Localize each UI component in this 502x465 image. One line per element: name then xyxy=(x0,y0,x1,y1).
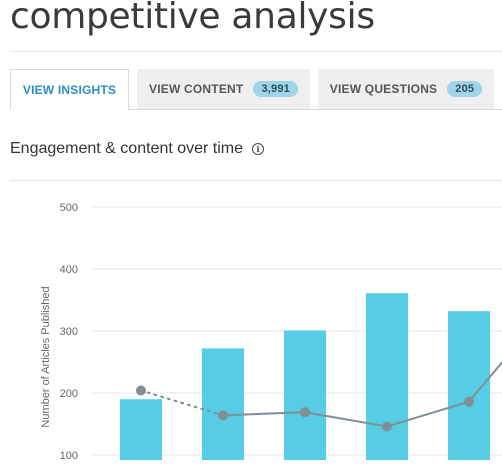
line-segment xyxy=(140,389,224,417)
y-tick-label: 100 xyxy=(60,450,78,460)
questions-count-badge: 205 xyxy=(447,81,483,97)
line-segment xyxy=(222,411,306,417)
tab-bar: VIEW INSIGHTS VIEW CONTENT 3,991 VIEW QU… xyxy=(10,69,502,110)
line-point xyxy=(218,410,228,421)
y-tick-label: 500 xyxy=(60,202,78,214)
tab-view-insights[interactable]: VIEW INSIGHTS xyxy=(10,69,129,110)
line-segment xyxy=(304,411,388,428)
engagement-chart: 100 200 300 400 500 Number of Articles Publis… xyxy=(0,182,502,462)
tab-view-questions-label: VIEW QUESTIONS xyxy=(329,82,438,96)
content-count-badge: 3,991 xyxy=(253,81,298,97)
chart-svg: 100 200 300 400 500 Number of Articles Publis… xyxy=(40,202,502,462)
bar xyxy=(366,293,408,460)
title-divider xyxy=(10,51,502,52)
tab-bar-baseline xyxy=(10,109,502,110)
bar xyxy=(284,330,326,460)
bar xyxy=(120,399,162,460)
bar xyxy=(202,348,244,460)
info-circle-icon[interactable]: i xyxy=(252,143,265,155)
section-title-text: Engagement & content over time xyxy=(10,140,244,157)
line-segment xyxy=(386,400,470,428)
line-point xyxy=(464,396,474,407)
line-point xyxy=(382,421,392,432)
y-tick-label: 200 xyxy=(60,388,78,400)
y-tick-label: 400 xyxy=(60,264,78,276)
line-point xyxy=(300,407,310,418)
section-divider xyxy=(10,180,502,181)
y-tick-label: 300 xyxy=(60,326,78,338)
line-segment xyxy=(468,360,502,403)
tab-view-insights-label: VIEW INSIGHTS xyxy=(22,83,117,97)
section-title: Engagement & content over time i xyxy=(10,140,265,158)
y-axis-label: Number of Articles Published xyxy=(40,286,52,427)
tab-view-content[interactable]: VIEW CONTENT 3,991 xyxy=(137,69,310,109)
page-title: competitive analysis xyxy=(10,0,375,37)
tab-view-questions[interactable]: VIEW QUESTIONS 205 xyxy=(318,69,494,109)
line-point xyxy=(136,385,146,396)
tab-view-content-label: VIEW CONTENT xyxy=(149,82,244,96)
